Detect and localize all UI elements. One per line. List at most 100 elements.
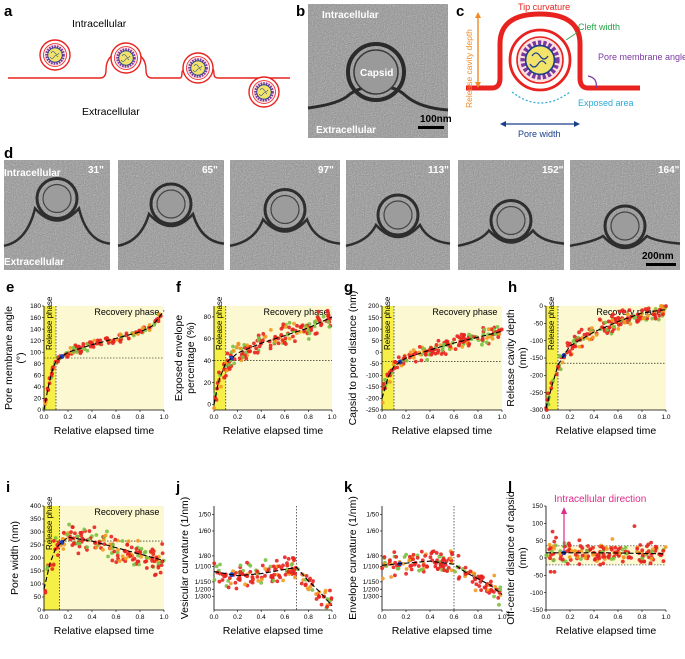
data-point [85, 348, 90, 353]
data-point [657, 313, 662, 318]
panel-label-a: a [4, 3, 13, 20]
data-point [256, 579, 261, 583]
data-point [591, 545, 595, 550]
data-point [212, 406, 216, 411]
x-tick-label: 0.6 [280, 614, 289, 621]
data-point [248, 569, 253, 574]
data-point [248, 563, 253, 568]
data-point [329, 596, 334, 601]
data-point [77, 541, 82, 546]
data-point [491, 589, 496, 594]
data-point [120, 554, 125, 559]
data-point [489, 579, 493, 584]
y-axis-label: (°) [15, 352, 27, 363]
y-tick-label: -200 [366, 396, 379, 403]
data-point [401, 561, 406, 566]
data-point [456, 553, 461, 558]
data-point [646, 313, 650, 318]
data-point [415, 555, 420, 560]
data-point [238, 346, 243, 351]
c-cleft-width: Cleft width [578, 22, 620, 32]
data-point [618, 322, 623, 327]
data-point [236, 341, 241, 346]
panel-label-k: k [344, 479, 353, 496]
data-point [567, 543, 572, 548]
data-point [609, 545, 614, 550]
y-tick-label: 1/80 [366, 553, 379, 560]
y-tick-label: 60 [34, 373, 42, 380]
data-point [276, 341, 281, 346]
data-point [310, 588, 315, 592]
data-point [622, 320, 627, 325]
data-point [244, 356, 249, 361]
data-point [436, 348, 441, 353]
data-point [463, 572, 468, 576]
y-tick-label: 1/150 [363, 579, 380, 586]
data-point [159, 563, 164, 567]
panel-label-c: c [456, 3, 464, 20]
x-tick-label: 0.0 [541, 614, 550, 621]
y-tick-label: 100 [30, 581, 41, 588]
data-point [627, 308, 632, 313]
panel-label-f: f [176, 279, 182, 296]
data-point [498, 585, 503, 590]
data-point [548, 556, 552, 561]
data-point [126, 539, 131, 544]
data-point [85, 548, 89, 552]
data-point [130, 557, 135, 562]
y-tick-label: 100 [532, 521, 543, 528]
data-point [546, 391, 551, 396]
data-point [592, 552, 597, 557]
panel-label-b: b [296, 3, 305, 20]
data-point [544, 553, 549, 558]
data-point [551, 544, 556, 549]
y-axis-label: Pore width (nm) [9, 521, 21, 595]
y-tick-label: 200 [368, 303, 379, 310]
data-point [392, 550, 397, 555]
data-point [136, 538, 140, 543]
data-point [302, 329, 307, 333]
x-tick-label: 1.0 [661, 414, 670, 421]
data-point [259, 580, 264, 585]
data-point [497, 602, 501, 607]
data-point [283, 572, 288, 577]
data-point [261, 338, 265, 343]
y-tick-label: 80 [34, 361, 42, 368]
y-tick-label: 300 [30, 529, 41, 536]
data-point [438, 562, 443, 567]
data-point [218, 562, 222, 567]
data-point [387, 559, 392, 564]
data-point [448, 344, 453, 349]
data-point [240, 355, 245, 359]
data-point [650, 549, 654, 554]
y-tick-label: 0 [539, 555, 543, 562]
data-point [440, 348, 445, 352]
data-point [128, 554, 133, 558]
y-tick-label: -150 [530, 607, 543, 614]
data-point [597, 317, 602, 322]
virion-3 [181, 51, 215, 85]
data-point [661, 312, 665, 317]
data-point [610, 318, 615, 323]
data-point [43, 588, 48, 593]
data-point [476, 574, 481, 579]
intracellular-direction-label: Intracellular direction [554, 494, 646, 505]
data-point [577, 538, 582, 543]
data-point [314, 597, 319, 601]
data-point [486, 327, 491, 332]
data-point [269, 575, 274, 579]
data-point [389, 575, 394, 579]
data-point [552, 539, 557, 544]
data-point [478, 579, 483, 584]
x-axis-label: Relative elapsed time [223, 425, 324, 437]
data-point [212, 561, 217, 566]
x-axis-label: Relative elapsed time [54, 425, 155, 437]
data-point [435, 567, 440, 571]
panel-c: c Release cavity depth Tip curvature Cle… [456, 2, 685, 139]
data-point [116, 547, 120, 552]
data-point [281, 578, 285, 583]
data-point [663, 545, 668, 549]
data-point [598, 562, 603, 567]
y-tick-label: 0 [539, 303, 543, 310]
x-tick-label: 0.2 [63, 414, 72, 421]
